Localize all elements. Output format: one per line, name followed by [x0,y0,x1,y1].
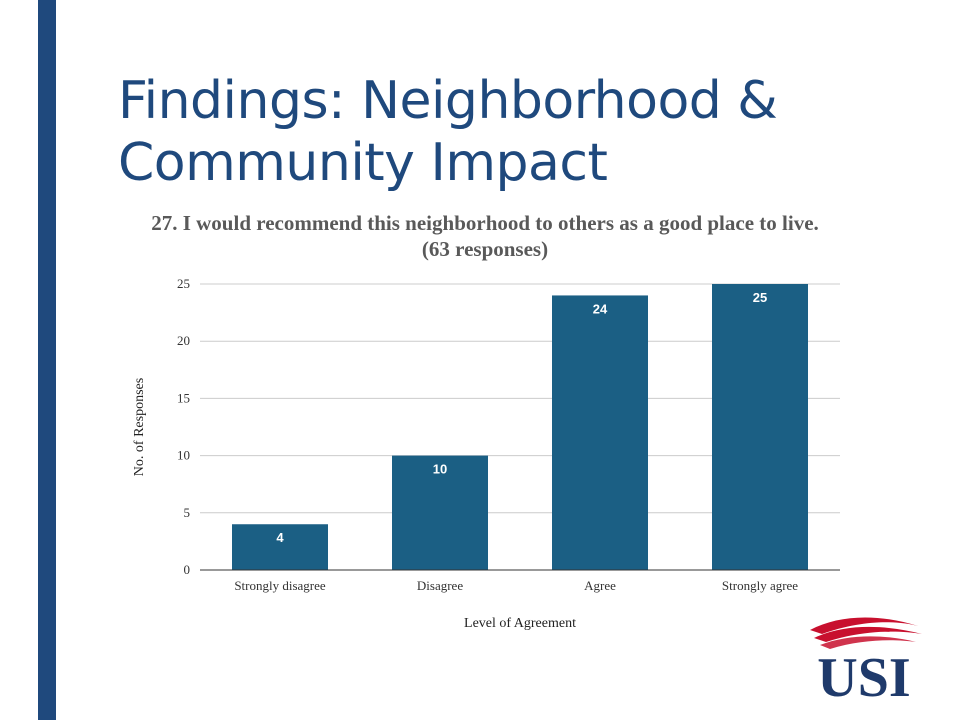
left-accent-bar [38,0,56,720]
bar-data-label: 10 [433,462,447,477]
bar-data-label: 24 [593,301,608,316]
bar [392,455,488,570]
y-tick-label: 15 [177,390,190,405]
y-tick-label: 5 [184,505,191,520]
x-tick-label: Disagree [417,578,463,593]
y-tick-label: 10 [177,448,190,463]
bar [552,295,648,570]
chart-title: 27. I would recommend this neighborhood … [151,211,819,261]
x-tick-label: Strongly disagree [234,578,326,593]
usi-logo-icon: USI [810,617,922,704]
y-tick-label: 0 [184,562,191,577]
y-axis-ticks: 0 5 10 15 20 25 [177,276,190,577]
bar-data-label: 25 [753,290,767,305]
x-axis-label: Level of Agreement [464,616,576,631]
chart-bars: 4 10 24 25 [232,284,808,570]
bar-data-label: 4 [276,530,284,545]
bar [232,524,328,570]
y-tick-label: 25 [177,276,190,291]
y-tick-label: 20 [177,333,190,348]
slide-title: Findings: Neighborhood & Community Impac… [118,71,778,193]
x-axis-ticks: Strongly disagree Disagree Agree Strongly a… [234,578,798,593]
logo-wordmark: USI [817,647,910,704]
x-tick-label: Strongly agree [722,578,798,593]
bar [712,284,808,570]
y-axis-label: No. of Responses [132,378,147,476]
x-tick-label: Agree [584,578,616,593]
